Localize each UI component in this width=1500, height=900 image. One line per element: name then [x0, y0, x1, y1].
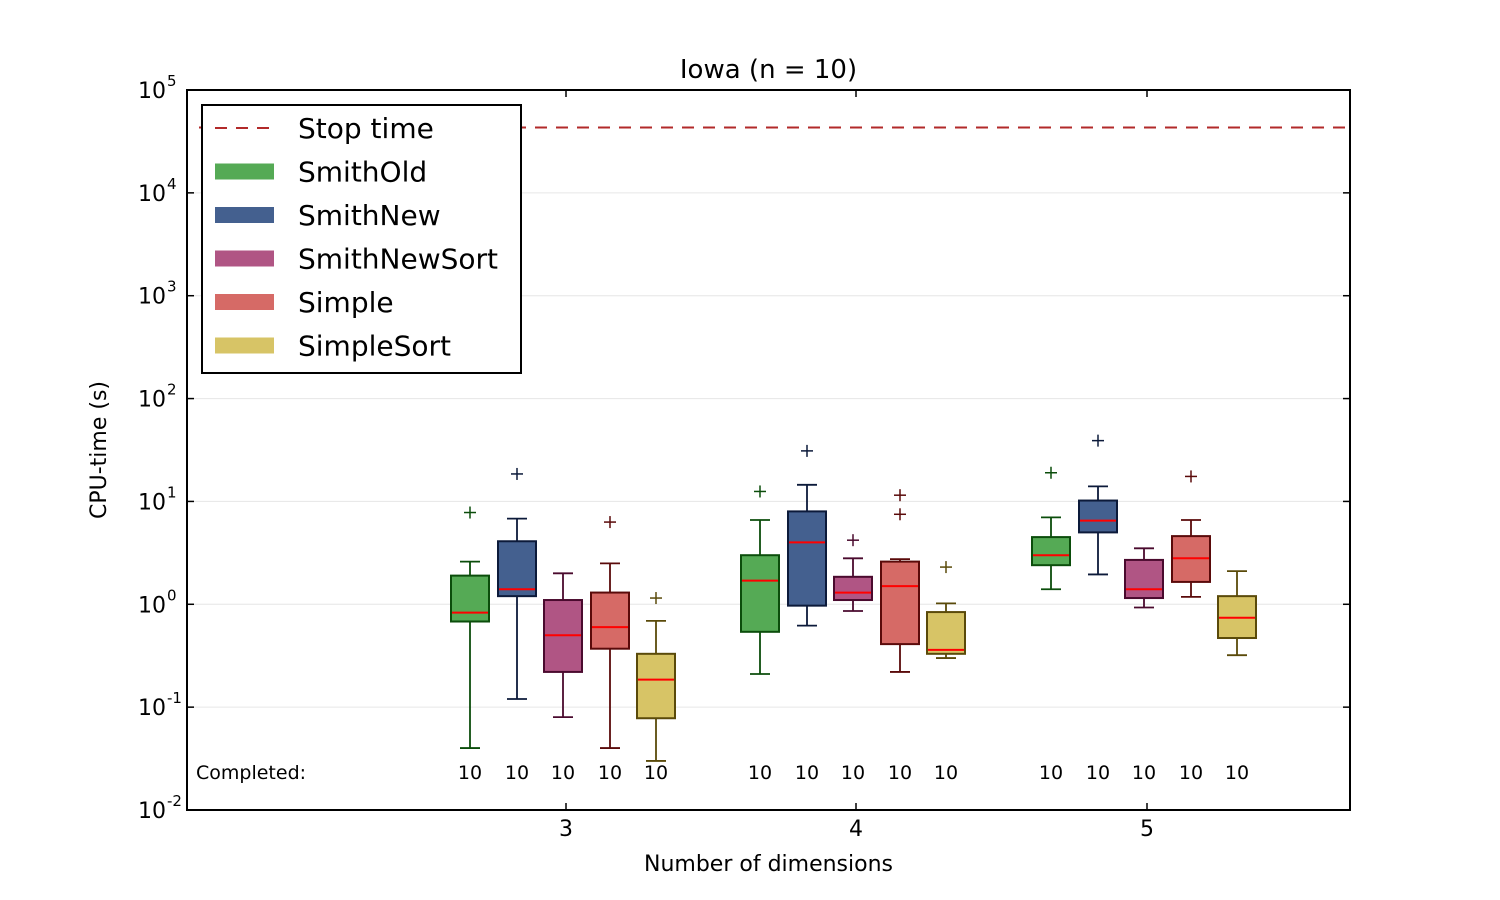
legend-label: Stop time — [298, 112, 434, 145]
legend-swatch — [215, 207, 274, 223]
completed-label: Completed: — [196, 762, 306, 784]
y-tick-exponent: 2 — [167, 381, 177, 399]
y-tick-label: 10 — [138, 79, 166, 104]
x-tick-label: 3 — [559, 817, 573, 842]
box-simple-5 — [1171, 470, 1211, 598]
completed-counts: Completed: 10 10 10 10 10 10 10 10 10 10 10 10 10 10 1… — [196, 762, 1249, 784]
y-tick-label: 10 — [138, 593, 166, 618]
box-body — [880, 560, 920, 646]
x-tick-label: 5 — [1140, 817, 1154, 842]
completed-count: 10 — [644, 762, 668, 784]
legend: Stop time SmithOld SmithNew SmithNewSort Sim… — [201, 104, 522, 374]
legend-swatch — [215, 294, 274, 310]
x-axis: 3 4 5 — [559, 90, 1154, 842]
y-tick-exponent: 0 — [167, 586, 177, 604]
y-tick-exponent: 4 — [167, 175, 177, 193]
y-tick-exponent: 3 — [167, 278, 177, 296]
completed-count: 10 — [1179, 762, 1203, 784]
box-body — [833, 575, 873, 602]
y-tick-label: 10 — [138, 799, 166, 824]
box-smithnew-4 — [787, 444, 827, 627]
y-tick-label: 10 — [138, 388, 166, 413]
box-body — [926, 611, 966, 655]
box-simple-3 — [590, 516, 630, 749]
box-body — [740, 554, 780, 633]
legend-box — [201, 104, 522, 374]
box-smithold-3 — [450, 506, 490, 749]
box-simplesort-5 — [1217, 570, 1257, 657]
box-body — [1031, 536, 1071, 567]
y-tick-exponent: 1 — [167, 483, 177, 501]
legend-swatch — [215, 250, 274, 267]
completed-count: 10 — [505, 762, 529, 784]
x-axis-label: Number of dimensions — [644, 852, 893, 877]
box-smithnew-5 — [1078, 434, 1118, 576]
legend-label: SimpleSort — [298, 330, 451, 363]
legend-label: Simple — [298, 286, 394, 319]
y-tick-label: 10 — [138, 285, 166, 310]
y-tick-label: 10 — [138, 490, 166, 515]
completed-count: 10 — [598, 762, 622, 784]
y-tick-exponent: 5 — [167, 72, 177, 90]
box-smithnew-3 — [497, 467, 537, 700]
completed-count: 10 — [1086, 762, 1110, 784]
legend-label: SmithOld — [298, 156, 427, 189]
completed-count: 10 — [934, 762, 958, 784]
completed-count: 10 — [841, 762, 865, 784]
box-body — [590, 591, 630, 650]
plot-frame — [186, 89, 1351, 811]
box-simplesort-3 — [636, 592, 676, 762]
completed-count: 10 — [888, 762, 912, 784]
box-groups — [450, 434, 1257, 762]
completed-count: 10 — [1132, 762, 1156, 784]
completed-count: 10 — [795, 762, 819, 784]
completed-count: 10 — [1039, 762, 1063, 784]
box-smithold-5 — [1031, 466, 1071, 591]
y-tick-label: 10 — [138, 696, 166, 721]
completed-count: 10 — [748, 762, 772, 784]
box-body — [1124, 558, 1164, 600]
legend-swatch — [215, 163, 274, 180]
y-tick-exponent: -1 — [167, 689, 182, 707]
y-tick-label: 10 — [138, 182, 166, 207]
box-smithold-4 — [740, 485, 780, 675]
box-smithnewsort-4 — [833, 534, 873, 612]
legend-label: SmithNew — [298, 199, 441, 232]
completed-count: 10 — [1225, 762, 1249, 784]
box-smithnewsort-3 — [543, 572, 583, 719]
chart-title: Iowa (n = 10) — [680, 55, 857, 85]
box-body — [497, 540, 537, 598]
legend-swatch — [215, 337, 274, 354]
legend-label: SmithNewSort — [298, 243, 498, 276]
box-simplesort-4 — [926, 561, 966, 659]
box-body — [636, 652, 676, 720]
completed-count: 10 — [458, 762, 482, 784]
box-body — [1078, 499, 1118, 534]
box-body — [787, 510, 827, 607]
box-body — [450, 574, 490, 623]
box-smithnewsort-5 — [1124, 547, 1164, 609]
completed-count: 10 — [551, 762, 575, 784]
x-tick-label: 4 — [849, 817, 863, 842]
box-simple-4 — [880, 489, 920, 673]
y-tick-exponent: -2 — [167, 792, 182, 810]
y-axis-label: CPU-time (s) — [87, 381, 112, 519]
